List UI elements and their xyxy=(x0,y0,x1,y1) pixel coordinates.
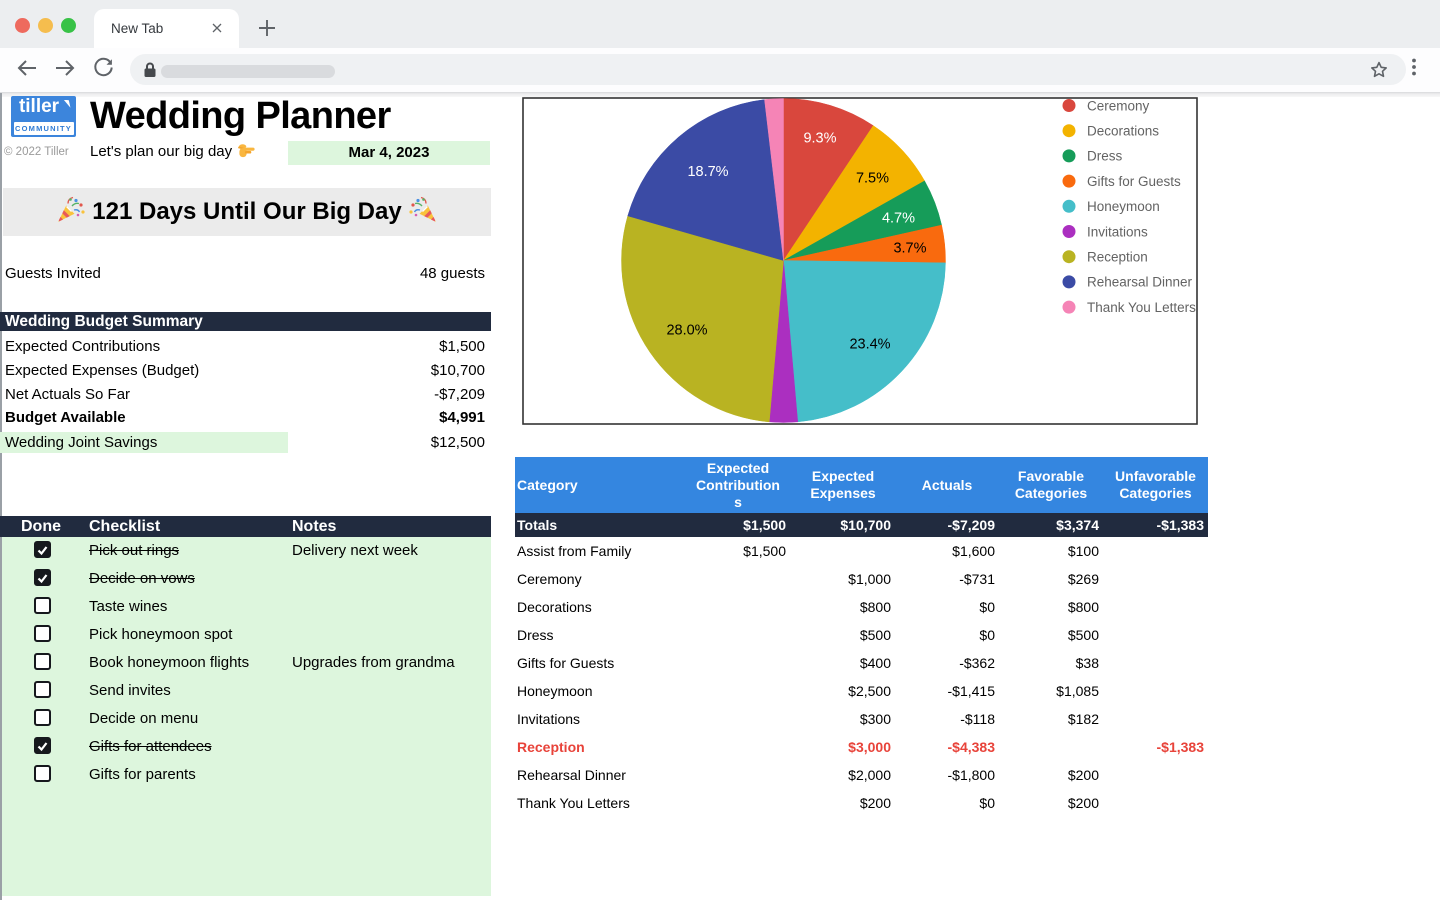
svg-text:Decorations: Decorations xyxy=(1087,124,1159,139)
svg-text:18.7%: 18.7% xyxy=(687,164,728,180)
svg-text:Rehearsal Dinner: Rehearsal Dinner xyxy=(1087,275,1193,290)
svg-text:28.0%: 28.0% xyxy=(666,323,707,339)
svg-text:7.5%: 7.5% xyxy=(856,171,889,187)
svg-text:3.7%: 3.7% xyxy=(893,241,926,257)
svg-text:Reception: Reception xyxy=(1087,250,1148,265)
svg-text:Dress: Dress xyxy=(1087,149,1123,164)
svg-text:Ceremony: Ceremony xyxy=(1087,98,1150,113)
svg-text:Honeymoon: Honeymoon xyxy=(1087,199,1160,214)
svg-text:9.3%: 9.3% xyxy=(803,131,836,147)
svg-text:23.4%: 23.4% xyxy=(849,337,890,353)
svg-text:4.7%: 4.7% xyxy=(882,211,915,227)
svg-text:Thank You Letters: Thank You Letters xyxy=(1087,300,1196,315)
svg-text:Invitations: Invitations xyxy=(1087,224,1148,239)
svg-text:Gifts for Guests: Gifts for Guests xyxy=(1087,174,1181,189)
